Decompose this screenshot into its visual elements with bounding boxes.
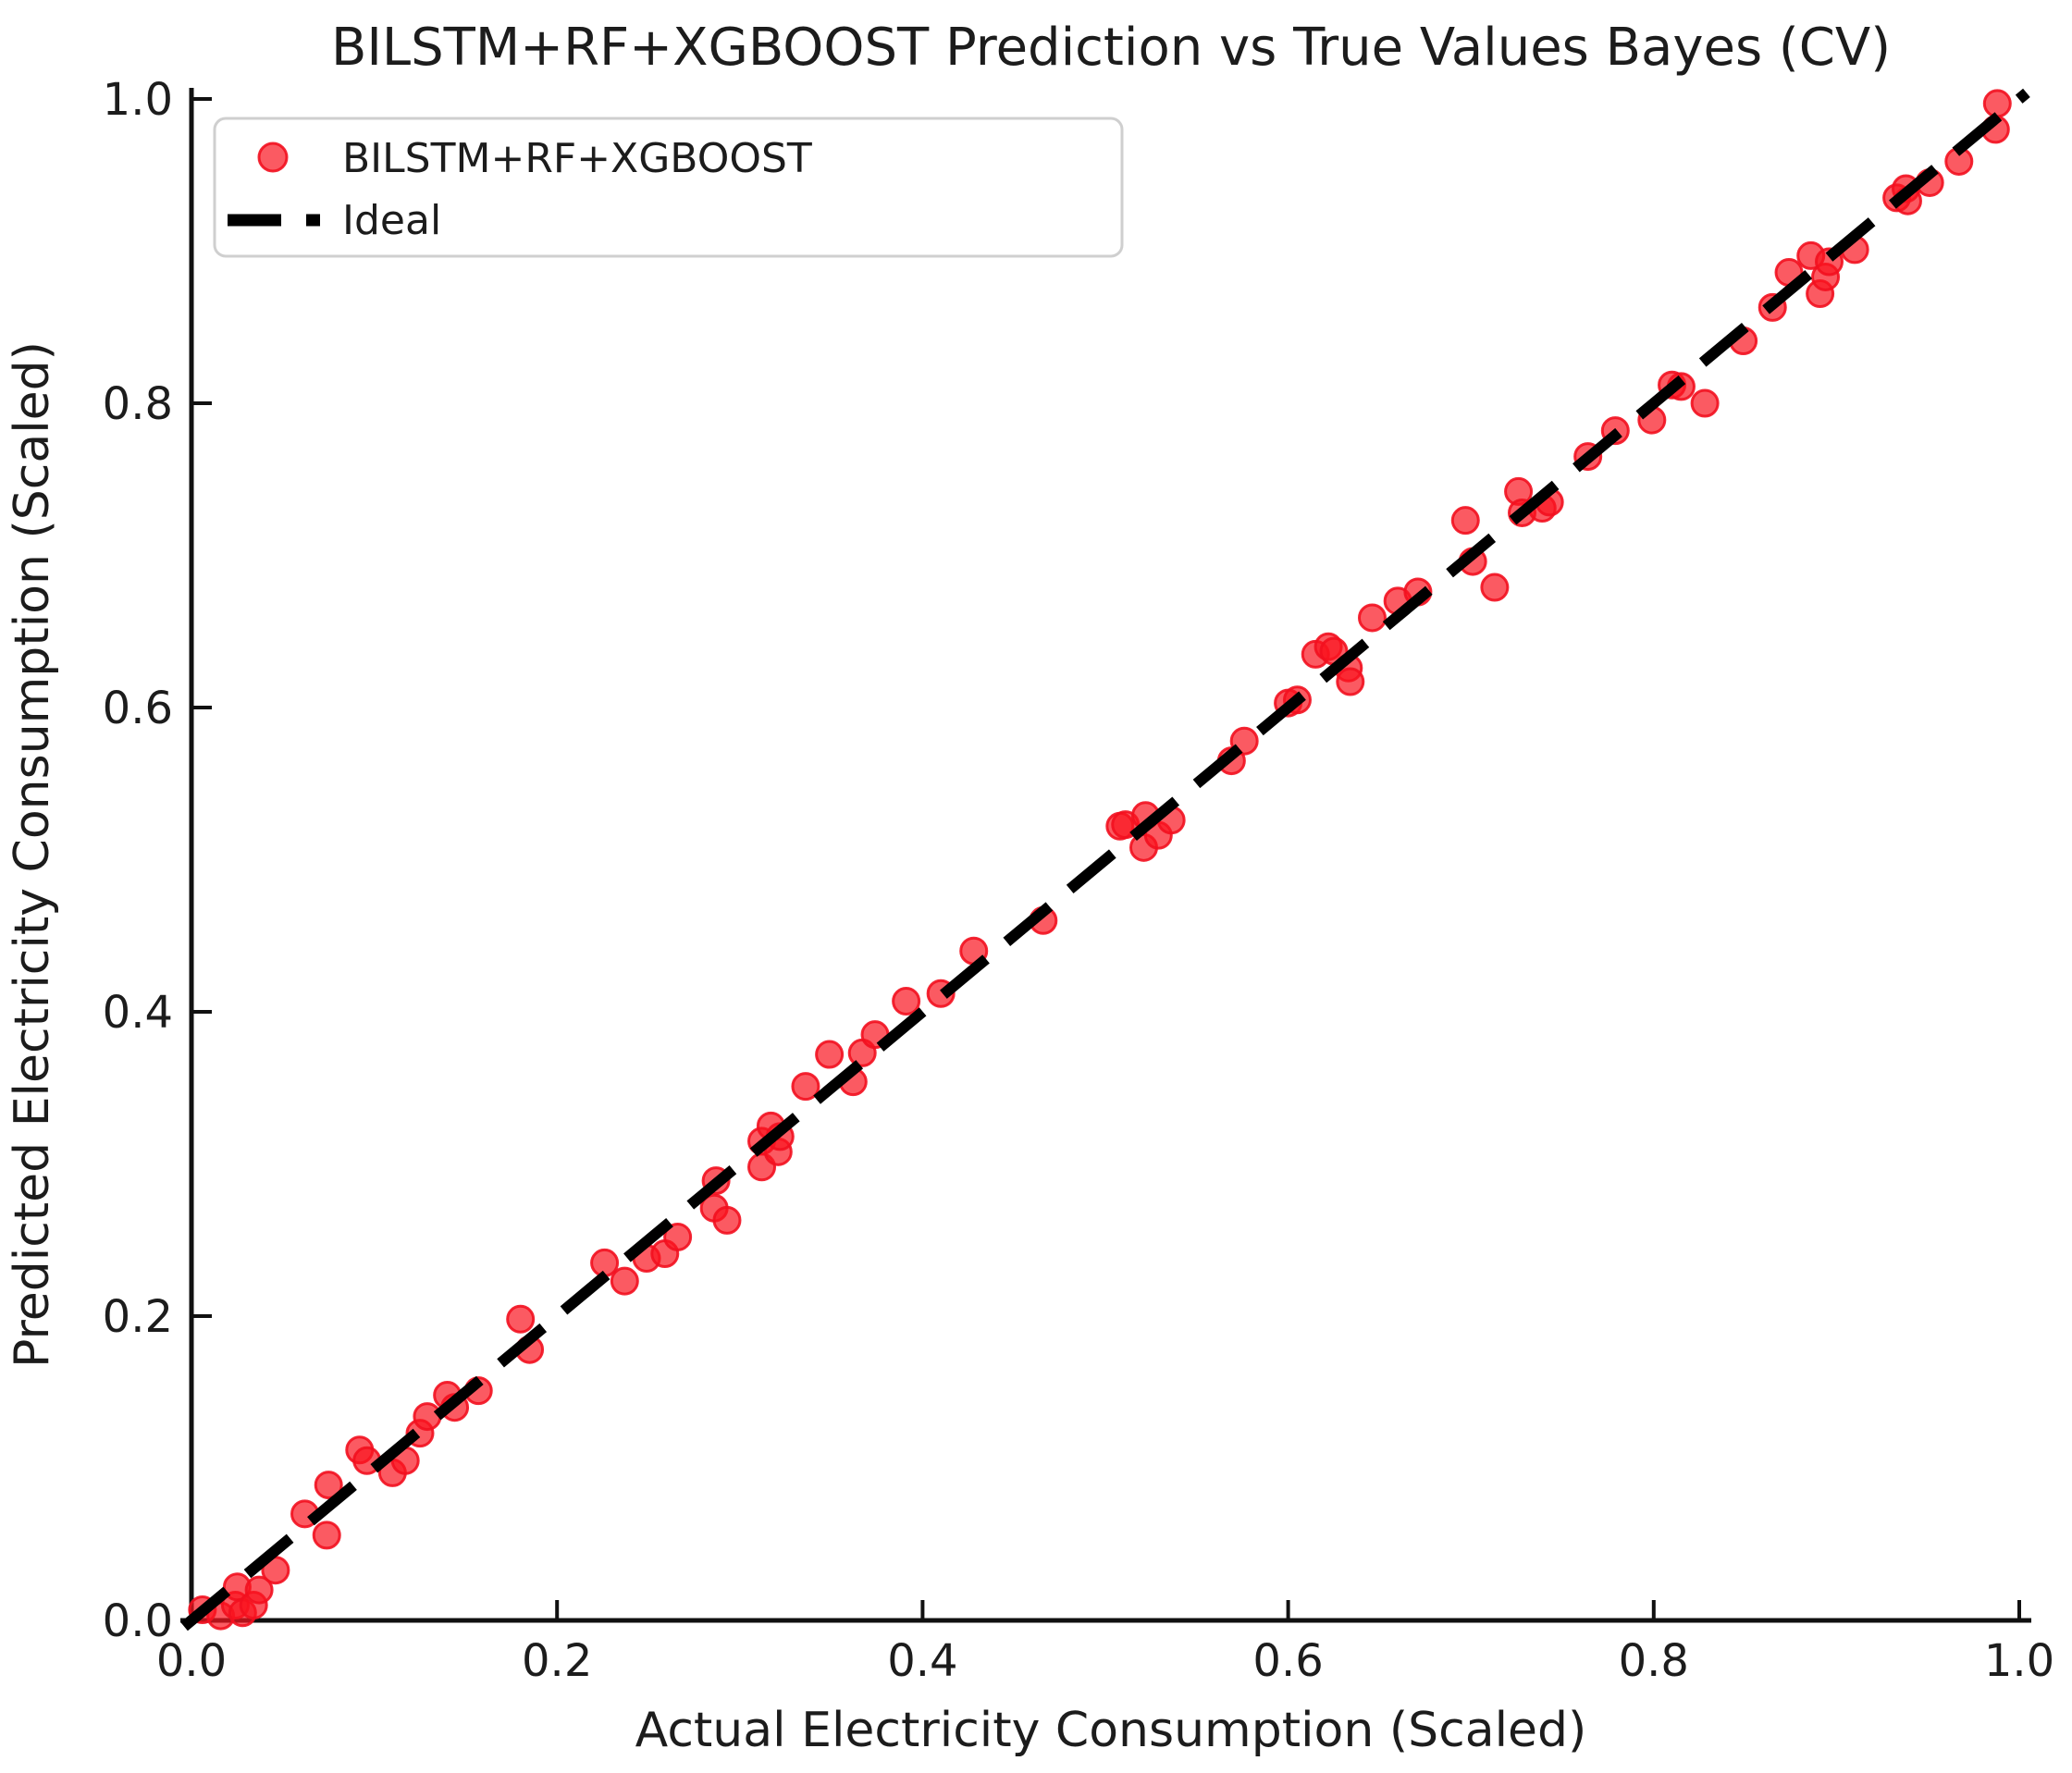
y-axis-ticks: 0.0 0.2 0.4 0.6 0.8 1.0 (103, 74, 212, 1647)
legend-ideal-label: Ideal (342, 197, 441, 244)
x-axis-ticks: 0.0 0.2 0.4 0.6 0.8 1.0 (156, 1600, 2054, 1687)
scatter-point (413, 1402, 442, 1432)
x-tick-label: 0.0 (156, 1635, 227, 1687)
scatter-point (1357, 603, 1387, 633)
y-tick-label: 0.6 (103, 683, 173, 734)
scatter-point (590, 1248, 620, 1277)
scatter-point (1690, 388, 1720, 418)
scatter-point (1336, 667, 1365, 696)
legend-box (213, 117, 1124, 258)
y-tick-label: 1.0 (103, 74, 173, 126)
legend: BILSTM+RF+XGBOOST Ideal (213, 117, 1124, 258)
y-tick-label: 0.2 (103, 1291, 173, 1343)
scatter-point (892, 986, 921, 1016)
y-tick-label: 0.4 (103, 987, 173, 1039)
scatter-point (1982, 89, 2012, 118)
legend-series-marker-icon (257, 142, 289, 173)
scatter-point (610, 1266, 639, 1296)
x-tick-label: 0.8 (1619, 1635, 1689, 1687)
chart-title: BILSTM+RF+XGBOOST Prediction vs True Val… (331, 18, 1891, 78)
scatter-point (712, 1205, 742, 1235)
scatter-point (506, 1304, 536, 1334)
y-tick-label: 0.8 (103, 378, 173, 430)
scatter-point (314, 1471, 343, 1500)
scatter-point (815, 1040, 845, 1069)
x-tick-label: 1.0 (1984, 1635, 2054, 1687)
scatter-point (312, 1521, 341, 1550)
scatter-point (1450, 506, 1480, 536)
x-tick-label: 0.2 (522, 1635, 592, 1687)
scatter-point (791, 1072, 820, 1102)
y-tick-label: 0.0 (103, 1595, 173, 1647)
scatter-point (1480, 573, 1510, 602)
scatter-point (663, 1222, 693, 1251)
x-tick-label: 0.6 (1252, 1635, 1323, 1687)
x-axis-label: Actual Electricity Consumption (Scaled) (635, 1703, 1587, 1758)
legend-series-label: BILSTM+RF+XGBOOST (342, 135, 812, 182)
scatter-point (244, 1575, 274, 1605)
ideal-line (180, 88, 2030, 1631)
y-axis-label: Predicted Electricity Consumption (Scale… (5, 341, 60, 1368)
x-tick-label: 0.4 (887, 1635, 957, 1687)
